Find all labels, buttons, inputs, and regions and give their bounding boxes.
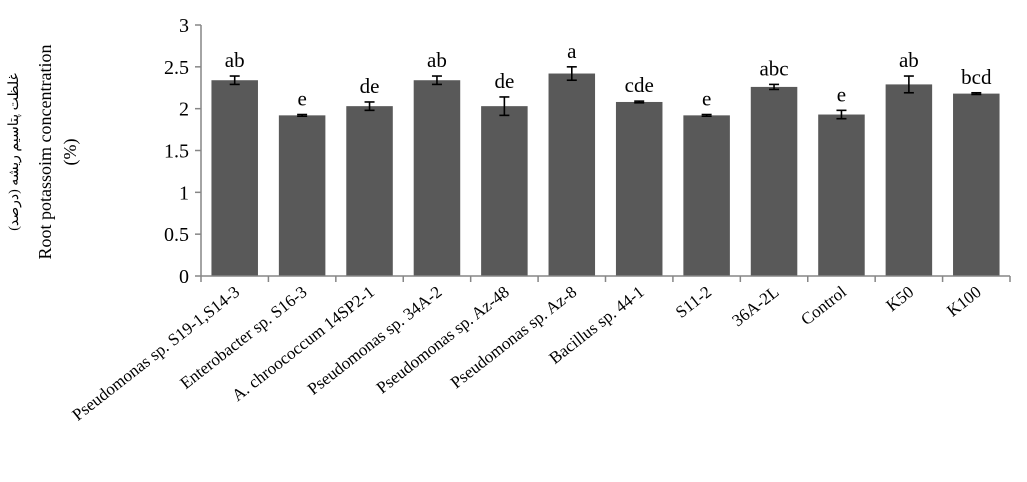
category-label: Control — [797, 282, 850, 329]
bar — [953, 93, 1000, 277]
bar — [413, 80, 461, 276]
y-tick-label: 0 — [179, 266, 189, 288]
category-label: S11-2 — [672, 282, 715, 322]
bar — [346, 106, 393, 276]
error-bars — [229, 66, 982, 120]
significance-letter: a — [567, 39, 577, 63]
x-axis — [200, 275, 1011, 282]
significance-letter: de — [360, 74, 380, 98]
significance-letter: abc — [759, 56, 788, 80]
significance-letter: e — [297, 87, 306, 111]
significance-letter: de — [494, 69, 514, 93]
category-label: K100 — [943, 282, 984, 320]
bar — [750, 86, 798, 276]
error-bar — [297, 113, 308, 117]
significance-letter: ab — [427, 48, 447, 72]
y-tick-label: 3 — [179, 15, 189, 37]
significance-letter: ab — [225, 48, 245, 72]
bar — [548, 73, 596, 276]
category-labels: Pseudomonas sp. S19-1,S14-3Enterobacter … — [68, 282, 984, 424]
category-label: 36A-2L — [728, 282, 782, 330]
y-axis-title-english: Root potassoim concentration — [35, 45, 55, 260]
significance-letter: cde — [625, 73, 654, 97]
error-bar — [364, 101, 375, 112]
category-label: K50 — [883, 282, 918, 315]
bar — [818, 114, 865, 276]
bars — [211, 73, 1000, 277]
y-axis: 0 0.5 1 1.5 2 2.5 3 — [164, 15, 202, 288]
y-axis-title: غلظت پتاسیم ریشه (درصد) Root potassoim c… — [7, 45, 81, 260]
y-tick-label: 2 — [179, 99, 189, 121]
y-axis-title-persian: غلظت پتاسیم ریشه (درصد) — [7, 73, 22, 231]
y-tick-label: 2.5 — [164, 57, 189, 79]
error-bar — [769, 83, 780, 91]
significance-letters: ab e de ab de a cde e abc e ab bcd — [225, 39, 992, 111]
error-bar — [634, 100, 645, 104]
category-label: Pseudomonas sp. Az-8 — [447, 282, 580, 392]
bar — [278, 115, 326, 276]
bar — [885, 84, 933, 276]
significance-letter: bcd — [961, 65, 992, 89]
category-label: Pseudomonas sp. Az-48 — [373, 282, 513, 397]
error-bar — [903, 75, 914, 94]
y-tick-label: 0.5 — [164, 224, 189, 246]
error-bar — [836, 109, 847, 120]
significance-letter: e — [837, 82, 846, 106]
bar — [211, 80, 258, 276]
error-bar — [971, 91, 982, 96]
error-bar — [566, 66, 577, 82]
bar — [481, 106, 528, 276]
significance-letter: e — [702, 87, 711, 111]
category-label: Enterobacter sp. S16-3 — [176, 282, 310, 393]
error-bar — [229, 75, 240, 86]
y-tick-label: 1.5 — [164, 141, 189, 163]
y-axis-title-unit: (%) — [60, 139, 81, 166]
error-bar — [499, 96, 510, 117]
significance-letter: ab — [899, 48, 919, 72]
y-tick-label: 1 — [179, 182, 189, 204]
bar — [615, 101, 663, 277]
bar — [683, 115, 730, 276]
error-bar — [431, 75, 442, 86]
error-bar — [701, 113, 712, 117]
